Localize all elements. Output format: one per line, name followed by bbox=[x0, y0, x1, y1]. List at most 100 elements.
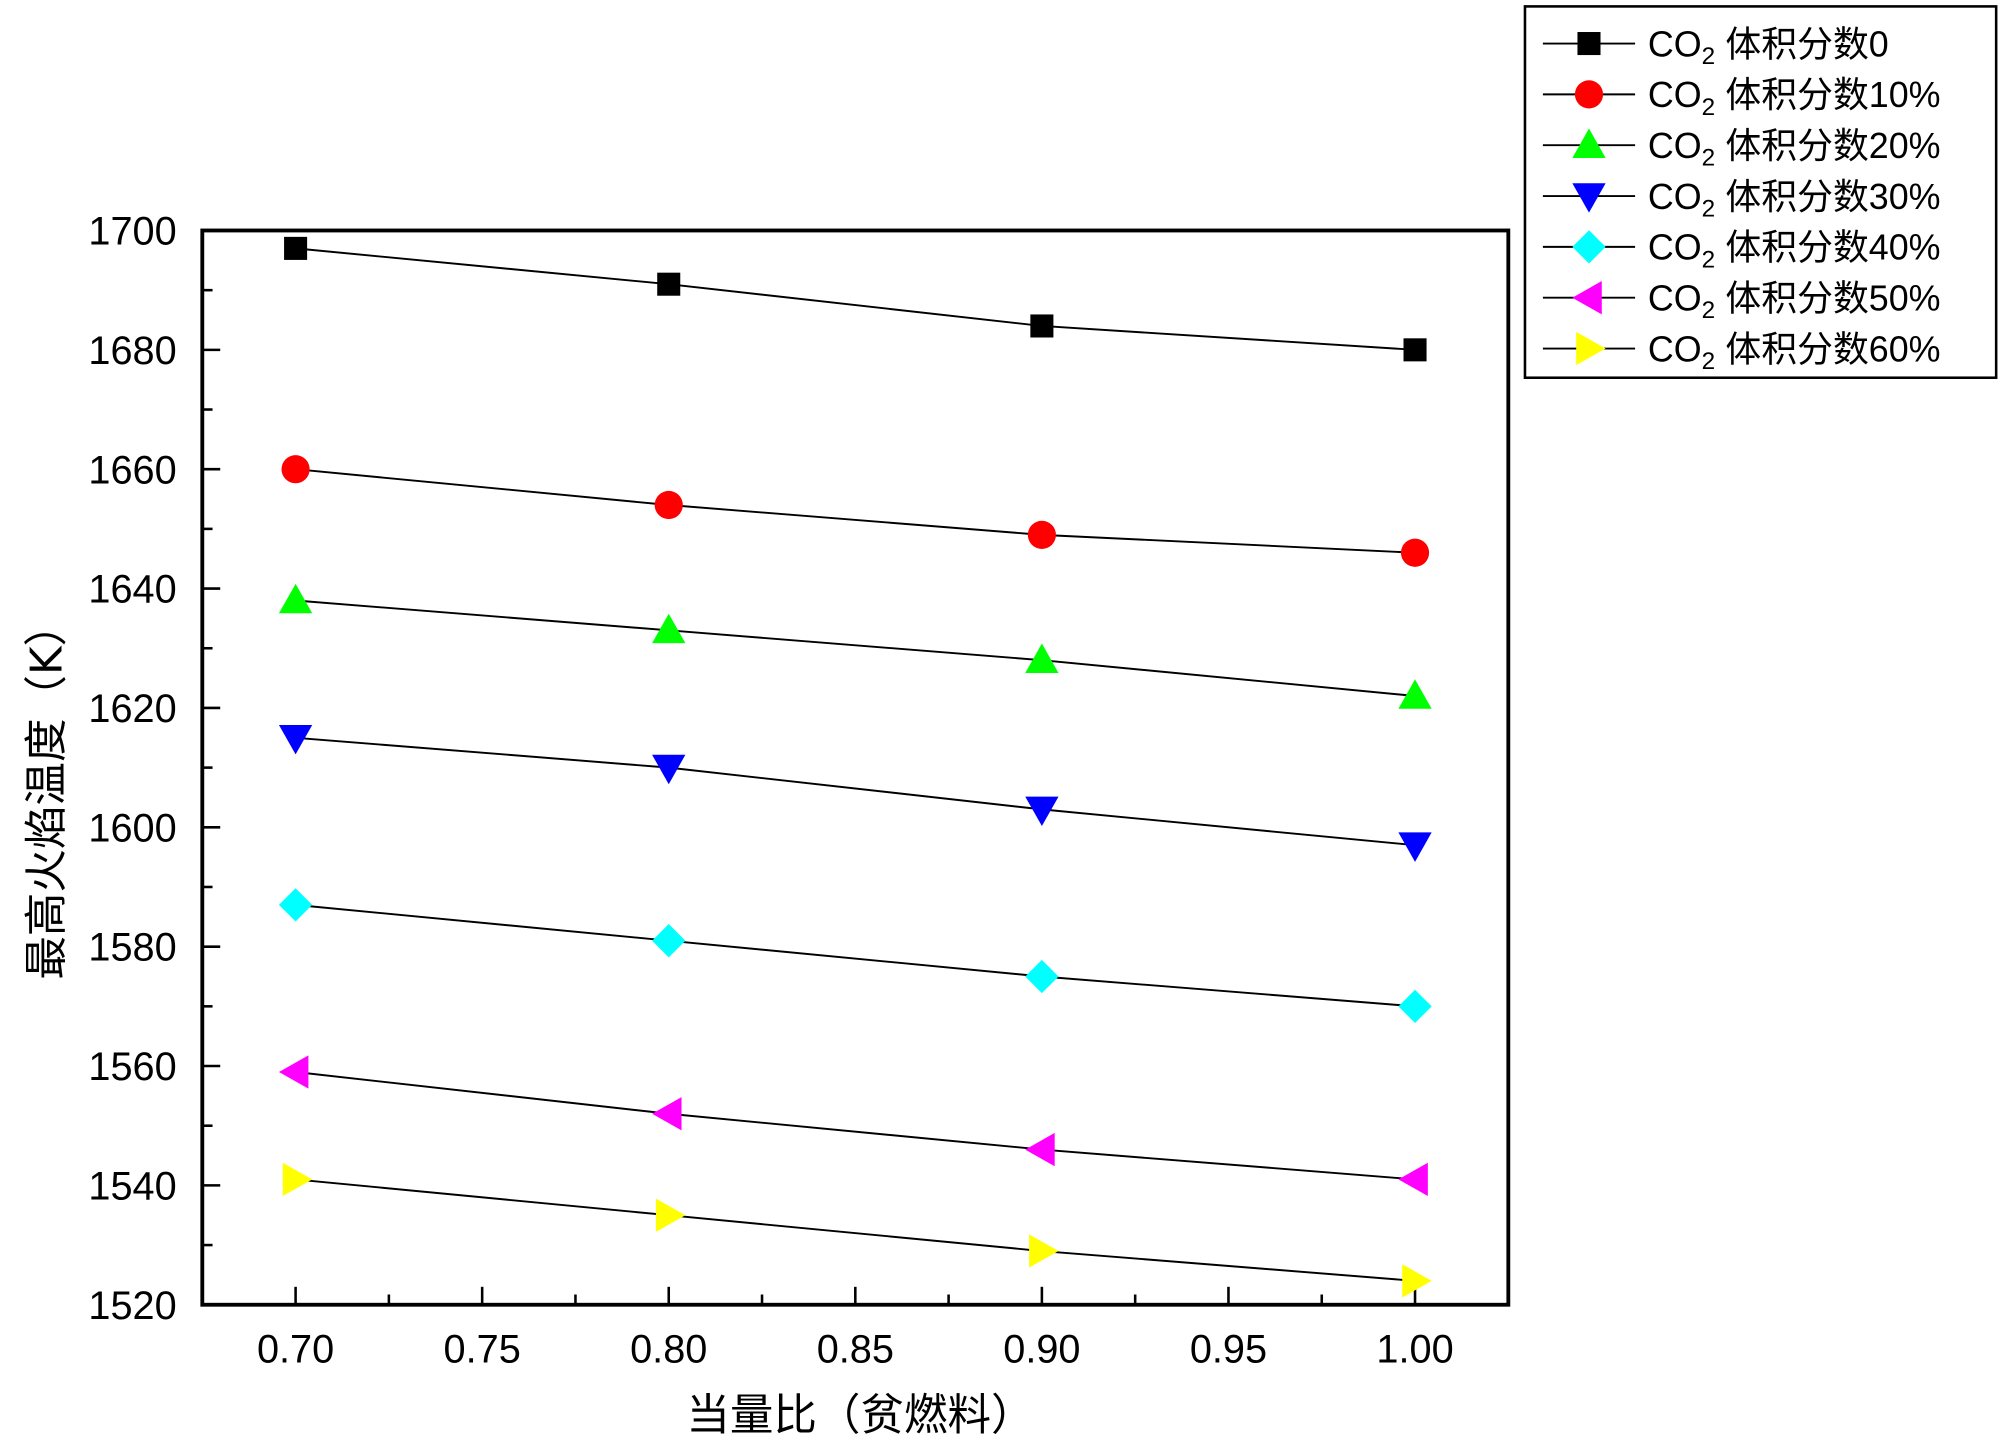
legend-label-rest: 体积分数40% bbox=[1725, 228, 1940, 268]
series-line bbox=[295, 247, 1416, 351]
y-tick-label: 1620 bbox=[88, 687, 176, 731]
legend-label: CO2 体积分数40% bbox=[1648, 228, 1941, 274]
legend-label: CO2 体积分数60% bbox=[1648, 329, 1941, 375]
data-point bbox=[284, 236, 308, 260]
y-tick-label: 1600 bbox=[88, 806, 176, 850]
data-point bbox=[282, 1162, 313, 1197]
x-axis-title: 当量比（贫燃料） bbox=[686, 1391, 1034, 1441]
legend-label-main: CO bbox=[1648, 24, 1702, 64]
legend-label: CO2 体积分数0 bbox=[1648, 24, 1889, 70]
legend-label-main: CO bbox=[1648, 228, 1702, 268]
series-5 bbox=[278, 1055, 1428, 1197]
plot-frame bbox=[200, 228, 1511, 1307]
legend-label-subscript: 2 bbox=[1702, 297, 1716, 324]
legend-marker bbox=[1572, 183, 1606, 213]
series-line bbox=[295, 736, 1416, 847]
data-point bbox=[1398, 1162, 1428, 1197]
legend-marker bbox=[1577, 32, 1601, 56]
data-point bbox=[652, 613, 686, 644]
series-line bbox=[295, 468, 1416, 554]
y-axis-ticks: 1520 1540 1560 1580 1600 1620 1640 1660 1680 1700 bbox=[88, 210, 221, 1328]
y-axis-title: 最高火焰温度（K） bbox=[22, 603, 72, 980]
data-point bbox=[1398, 832, 1432, 862]
data-point bbox=[657, 272, 681, 296]
data-point bbox=[652, 1097, 682, 1131]
series-3 bbox=[278, 724, 1432, 862]
legend-label-rest: 体积分数50% bbox=[1725, 279, 1940, 319]
data-point bbox=[278, 583, 313, 614]
legend-marker bbox=[1572, 230, 1606, 264]
data-point bbox=[278, 1055, 309, 1089]
legend-label-subscript: 2 bbox=[1702, 43, 1716, 70]
y-tick-label: 1680 bbox=[88, 329, 176, 373]
legend-label-main: CO bbox=[1648, 329, 1702, 369]
legend-item: CO2 体积分数20% bbox=[1542, 126, 1941, 172]
x-tick-label: 0.80 bbox=[630, 1327, 707, 1371]
legend-item: CO2 体积分数10% bbox=[1542, 75, 1941, 121]
legend-item: CO2 体积分数60% bbox=[1542, 329, 1941, 375]
x-tick-label: 0.70 bbox=[257, 1327, 334, 1371]
data-point bbox=[278, 888, 313, 922]
data-point bbox=[1025, 796, 1059, 827]
legend-marker bbox=[1576, 331, 1606, 366]
legend-label: CO2 体积分数10% bbox=[1648, 75, 1941, 121]
series-6 bbox=[282, 1162, 1432, 1298]
data-point bbox=[1398, 679, 1432, 709]
series-1 bbox=[281, 455, 1430, 567]
y-tick-label: 1540 bbox=[88, 1164, 176, 1208]
x-tick-label: 0.95 bbox=[1190, 1327, 1267, 1371]
y-tick-label: 1580 bbox=[88, 926, 176, 970]
series-line bbox=[295, 903, 1416, 1008]
x-tick-label: 1.00 bbox=[1376, 1327, 1453, 1371]
legend-label-rest: 体积分数0 bbox=[1725, 24, 1888, 64]
data-point bbox=[281, 455, 310, 484]
legend-box bbox=[1523, 5, 1998, 380]
x-tick-label: 0.90 bbox=[1003, 1327, 1080, 1371]
legend-label-rest: 体积分数20% bbox=[1725, 126, 1940, 166]
legend-label-main: CO bbox=[1648, 75, 1702, 115]
legend-label-subscript: 2 bbox=[1702, 348, 1716, 375]
x-axis-ticks: 0.70 0.75 0.80 0.85 0.90 0.95 1.00 bbox=[257, 1286, 1454, 1371]
y-tick-label: 1700 bbox=[88, 210, 176, 254]
legend-item: CO2 体积分数40% bbox=[1542, 228, 1941, 274]
data-point bbox=[652, 924, 686, 958]
legend-item: CO2 体积分数30% bbox=[1542, 177, 1941, 223]
legend-label: CO2 体积分数30% bbox=[1648, 177, 1941, 223]
data-point bbox=[1030, 314, 1054, 338]
y-tick-label: 1520 bbox=[88, 1284, 176, 1328]
series-4 bbox=[278, 888, 1432, 1023]
legend-label-subscript: 2 bbox=[1702, 145, 1716, 172]
legend-marker bbox=[1572, 128, 1606, 159]
legend-label-main: CO bbox=[1648, 279, 1702, 319]
y-tick-label: 1560 bbox=[88, 1045, 176, 1089]
legend-marker bbox=[1572, 281, 1602, 315]
legend-label: CO2 体积分数20% bbox=[1648, 126, 1941, 172]
data-point bbox=[1025, 643, 1059, 673]
legend-label-subscript: 2 bbox=[1702, 196, 1716, 223]
legend-label: CO2 体积分数50% bbox=[1648, 279, 1941, 325]
data-point bbox=[1402, 1264, 1432, 1298]
x-tick-label: 0.85 bbox=[817, 1327, 894, 1371]
series-2 bbox=[278, 583, 1432, 709]
legend-item: CO2 体积分数0 bbox=[1542, 24, 1889, 70]
legend-item: CO2 体积分数50% bbox=[1542, 279, 1941, 325]
data-point bbox=[652, 754, 686, 785]
data-point bbox=[1398, 989, 1432, 1023]
series-line bbox=[295, 599, 1416, 697]
data-point bbox=[1025, 959, 1059, 994]
legend-label-rest: 体积分数30% bbox=[1725, 177, 1940, 217]
legend-label-main: CO bbox=[1648, 126, 1702, 166]
x-tick-label: 0.75 bbox=[444, 1327, 521, 1371]
data-point bbox=[1403, 338, 1427, 362]
series-layer bbox=[278, 236, 1432, 1298]
legend-label-subscript: 2 bbox=[1702, 246, 1716, 273]
data-point bbox=[1400, 538, 1430, 567]
data-point bbox=[655, 1198, 686, 1232]
legend-label-rest: 体积分数60% bbox=[1725, 329, 1940, 369]
series-0 bbox=[284, 236, 1427, 362]
y-tick-label: 1640 bbox=[88, 568, 176, 612]
series-line bbox=[295, 1178, 1416, 1282]
legend-label-main: CO bbox=[1648, 177, 1702, 217]
